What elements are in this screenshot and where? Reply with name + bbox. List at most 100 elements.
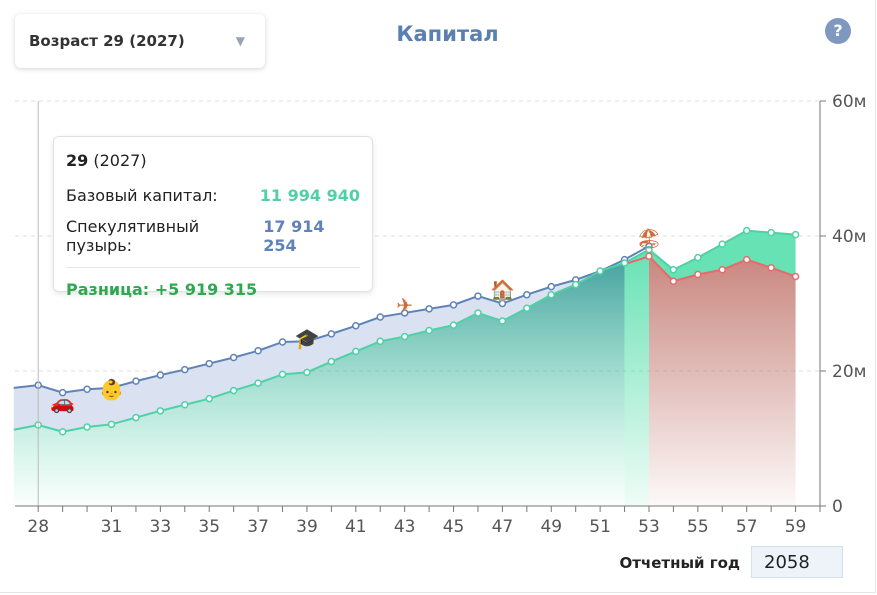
tooltip-base-label: Базовый капитал: (66, 186, 218, 205)
x-tick-label: 37 (247, 517, 269, 537)
base-point (278, 370, 287, 379)
base-point (83, 423, 91, 431)
base-point (791, 230, 800, 239)
tooltip-bubble-value: 17 914 254 (263, 217, 325, 255)
base-point (205, 394, 213, 403)
crash-point (694, 270, 702, 279)
base-point (254, 379, 262, 387)
base-point (132, 413, 140, 422)
bubble-point (83, 385, 91, 393)
x-tick-label: 59 (785, 517, 807, 537)
base-point (718, 240, 727, 248)
house-icon: 🏠 (490, 278, 515, 302)
base-point (547, 290, 556, 299)
tooltip-row-base: Базовый капитал: 11 994 940 (66, 186, 360, 205)
base-point (425, 326, 433, 335)
base-point (449, 321, 458, 329)
x-tick-label: 49 (540, 517, 562, 537)
crash-point (645, 252, 653, 260)
base-point (376, 337, 384, 346)
chart-tooltip: 29 (2027) Базовый капитал: 11 994 940 Сп… (53, 136, 373, 299)
base-point (474, 309, 482, 317)
base-point (571, 280, 580, 289)
base-area (13, 263, 625, 506)
bubble-point (425, 305, 433, 313)
tooltip-year: (2027) (93, 151, 147, 170)
x-tick-label: 53 (638, 517, 660, 537)
chart-title: Капитал (396, 22, 499, 46)
base-point (742, 226, 751, 235)
bubble-point (156, 371, 165, 379)
bubble-band (13, 259, 625, 432)
x-tick-label: 47 (492, 517, 514, 537)
bubble-point (229, 353, 238, 362)
bubble-point (523, 290, 531, 299)
bubble-point (58, 388, 67, 397)
tooltip-row-bubble: Спекулятивный пузырь: 17 914 254 (66, 217, 360, 255)
bubble-point (278, 338, 287, 346)
graduation-cap-icon: 🎓 (294, 326, 319, 350)
y-tick-label: 0 (832, 497, 843, 517)
car-icon: 🚗 (50, 390, 75, 414)
base-point (327, 357, 336, 366)
base-point (229, 386, 238, 395)
base-point (498, 317, 507, 325)
base-point (694, 253, 702, 262)
base-point (181, 401, 189, 409)
bubble-point (449, 301, 458, 309)
airplane-icon: ✈ (396, 293, 413, 317)
x-tick-label: 51 (589, 517, 611, 537)
tooltip-base-value: 11 994 940 (259, 186, 360, 205)
x-tick-label: 57 (736, 517, 758, 537)
bubble-point (303, 337, 311, 346)
crash-point (742, 255, 751, 264)
age-select-value: Возраст 29 (2027) (29, 32, 185, 50)
crash-point (718, 266, 727, 274)
tooltip-difference: Разница: +5 919 315 (66, 280, 258, 299)
bubble-point (327, 330, 336, 338)
x-tick-label: 55 (687, 517, 709, 537)
base-point (400, 332, 409, 341)
base-point (156, 407, 165, 415)
x-tick-label: 33 (150, 517, 172, 537)
recovery-band (648, 230, 796, 282)
beach-umbrella-icon: 🏖 (636, 226, 661, 250)
y-tick-label: 60м (832, 92, 866, 112)
tooltip-age: 29 (66, 151, 89, 170)
x-tick-label: 41 (345, 517, 367, 537)
crash-area (648, 256, 796, 506)
base-point (523, 304, 531, 312)
y-tick-label: 40м (832, 227, 866, 247)
age-select[interactable]: Возраст 29 (2027) ▼ (15, 14, 265, 68)
x-tick-label: 31 (101, 517, 123, 537)
help-icon[interactable]: ? (825, 18, 851, 44)
base-point (596, 267, 604, 275)
bubble-point (205, 359, 213, 368)
crash-point (767, 263, 775, 272)
capital-chart[interactable]: 0 20м 40м 60м 28 31 33 35 37 39 41 43 45 47 49 51 53 55 57… (0, 0, 877, 540)
tooltip-header: 29 (2027) (66, 151, 360, 170)
bubble-point (376, 313, 384, 321)
crash-point (669, 277, 678, 285)
bubble-point (254, 347, 262, 355)
x-tick-label: 35 (198, 517, 220, 537)
bubble-point (181, 365, 189, 374)
baby-icon: 👶 (99, 378, 124, 402)
bubble-point (352, 322, 360, 330)
bubble-point (400, 309, 409, 317)
crash-line (624, 255, 796, 283)
crash-point (791, 272, 800, 281)
base-point (352, 347, 360, 356)
base-point (303, 368, 311, 377)
bubble-point (132, 377, 140, 385)
x-tick-label: 43 (394, 517, 416, 537)
y-tick-label: 20м (832, 362, 866, 382)
bubble-point (474, 292, 482, 300)
base-point (767, 228, 775, 237)
bubble-point (107, 384, 116, 392)
tooltip-bubble-label: Спекулятивный пузырь: (66, 217, 200, 255)
chevron-down-icon: ▼ (235, 34, 245, 48)
tooltip-divider (66, 267, 360, 268)
report-year-input[interactable] (751, 546, 843, 578)
